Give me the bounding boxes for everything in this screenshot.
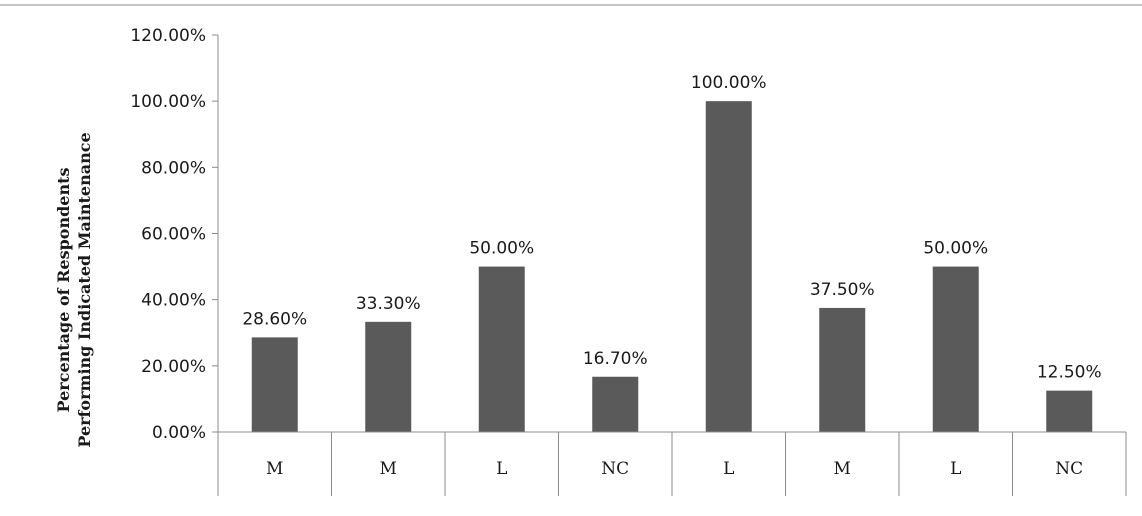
category-label: M <box>380 459 397 479</box>
bar <box>705 101 752 433</box>
data-label: 50.00% <box>469 239 534 259</box>
y-tick-label: 100.00% <box>130 92 206 112</box>
category-label: L <box>950 459 961 479</box>
category-label: M <box>834 459 851 479</box>
data-label: 100.00% <box>691 73 767 93</box>
category-label: NC <box>1055 459 1083 479</box>
bar <box>1046 390 1093 432</box>
category-label: NC <box>601 459 629 479</box>
y-axis-title: Percentage of Respondents Performing Ind… <box>54 132 94 447</box>
y-tick-label: 20.00% <box>141 357 206 377</box>
data-label: 33.30% <box>356 294 421 314</box>
category-label: L <box>496 459 507 479</box>
x-axis: M M L NC L M L NC <box>217 431 1127 496</box>
data-label: 28.60% <box>242 309 307 329</box>
y-axis-title-line-1: Percentage of Respondents <box>54 168 73 413</box>
bar <box>592 376 639 432</box>
data-label: 37.50% <box>810 280 875 300</box>
bar <box>251 337 298 432</box>
category-label: L <box>723 459 734 479</box>
bar <box>819 307 866 432</box>
data-label: 12.50% <box>1037 363 1102 383</box>
bars: 28.60% 33.30% 50.00% 16.70% 100.00% 37.50% 50.… <box>242 73 1102 433</box>
y-tick-label: 80.00% <box>141 158 206 178</box>
category-label: M <box>266 459 283 479</box>
bar <box>478 266 525 432</box>
bar <box>932 266 979 432</box>
y-tick-label: 120.00% <box>130 26 206 46</box>
bar <box>365 321 412 432</box>
y-tick-label: 40.00% <box>141 291 206 311</box>
y-tick-label: 0.00% <box>152 423 206 443</box>
y-axis-title-line-2: Performing Indicated Maintenance <box>75 132 94 447</box>
y-axis: 0.00% 20.00% 40.00% 60.00% 80.00% 100.00% 120.… <box>130 26 219 496</box>
data-label: 16.70% <box>583 349 648 369</box>
data-label: 50.00% <box>923 239 988 259</box>
y-tick-label: 60.00% <box>141 225 206 245</box>
